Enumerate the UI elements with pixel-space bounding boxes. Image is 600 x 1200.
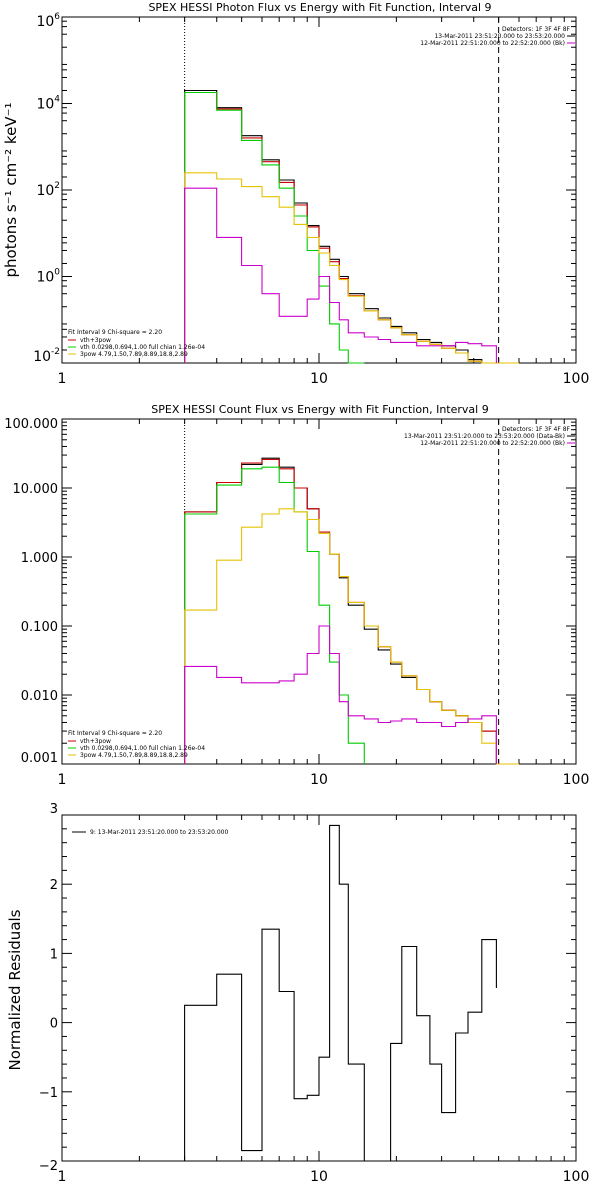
count-flux-series-vth-3pow [184,458,497,764]
residuals-y-tick-label: 2 [50,878,58,893]
residuals-x-tick-label: 1 [58,1169,67,1185]
count-flux-series-3pow [184,508,519,765]
photon-flux-legend-3pow: 3pow 4.79,1.50,7.89,8.89,18.8,2.89 [80,351,188,358]
count-flux-fit-info: Fit Interval 9 Chi-square = 2.20 [68,730,162,737]
residuals-y-axis-label: Normalized Residuals [6,909,24,1070]
photon-flux-x-tick-label: 1 [58,371,67,387]
count-flux-legend-vth3pow: vth+3pow [80,738,111,745]
photon-flux-x-tick-label: 10 [310,371,328,387]
count-flux-series-data [184,457,497,764]
photon-flux-panel: SPEX HESSI Photon Flux vs Energy with Fi… [2,1,589,387]
photon-flux-legend-line: Detectors: 1F 3F 4F 8F [502,26,571,33]
photon-flux-legend-vth3pow: vth+3pow [80,337,111,344]
count-flux-legend-3pow: 3pow 4.79,1.50,7.89,8.89,18.8,2.89 [80,752,188,759]
photon-flux-y-tick-label: 10-2 [33,347,60,365]
count-flux-legend-vth: vth 0.0298,0.694,1.00 full chian 1.26e-0… [80,745,205,752]
photon-flux-series-background [184,187,497,363]
residuals-y-tick-label: 3 [50,802,58,817]
residuals-y-tick-label: 1 [50,947,58,962]
count-flux-legend-top: Detectors: 1F 3F 4F 8F 13-Mar-2011 23:51… [404,426,575,447]
count-flux-series-background [184,625,497,764]
residuals-x-tick-label: 10 [310,1169,328,1185]
photon-flux-series-vth [184,91,365,364]
residuals-legend: 9: 13-Mar-2011 23:51:20.000 to 23:53:20.… [72,829,228,836]
residuals-y-tick-label: 0 [50,1017,58,1032]
count-flux-y-tick-label: 0.010 [21,689,58,704]
count-flux-legend-bottom: Fit Interval 9 Chi-square = 2.20 vth+3po… [68,730,205,759]
residuals-x-tick-label: 100 [563,1169,590,1185]
residuals-y-tick-label: −1 [39,1086,58,1101]
photon-flux-title: SPEX HESSI Photon Flux vs Energy with Fi… [148,1,491,14]
count-flux-title: SPEX HESSI Count Flux vs Energy with Fit… [151,403,488,416]
residuals-y-tick-label: −2 [39,1159,58,1174]
count-flux-x-tick-label: 10 [310,772,328,788]
residuals-plot-frame [61,814,577,1162]
photon-flux-legend-line: 12-Mar-2011 22:51:20.000 to 22:52:20.000… [420,40,565,47]
count-flux-x-tick-label: 1 [58,772,67,788]
photon-flux-series-3pow [184,172,519,364]
count-flux-legend-line: 13-Mar-2011 23:51:20.000 to 23:53:20.000… [404,433,565,440]
photon-flux-y-axis-label: photons s⁻¹ cm⁻² keV⁻¹ [2,103,20,278]
count-flux-panel: SPEX HESSI Count Flux vs Energy with Fit… [4,403,589,788]
count-flux-y-tick-label: 10.000 [13,482,59,497]
photon-flux-x-tick-label: 100 [563,371,590,387]
photon-flux-series-data [184,89,497,364]
count-flux-y-tick-label: 1.000 [21,551,58,566]
count-flux-legend-line: 12-Mar-2011 22:51:20.000 to 22:52:20.000… [420,440,565,447]
count-flux-y-tick-label: 0.100 [21,620,58,635]
photon-flux-y-tick-label: 106 [36,12,60,30]
photon-flux-legend-bottom: Fit Interval 9 Chi-square = 2.20 vth+3po… [68,329,205,358]
count-flux-legend-line: Detectors: 1F 3F 4F 8F [502,426,571,433]
photon-flux-legend-top: Detectors: 1F 3F 4F 8F 13-Mar-2011 23:51… [420,26,575,47]
photon-flux-series-vth-3pow [184,91,497,364]
photon-flux-y-tick-label: 102 [36,181,60,199]
residuals-legend-label: 9: 13-Mar-2011 23:51:20.000 to 23:53:20.… [90,829,228,836]
photon-flux-legend-line: 13-Mar-2011 23:51:20.000 to 23:53:20.000 [434,33,565,40]
photon-flux-y-tick-label: 100 [36,268,60,286]
residuals-series-9-13-mar-2011-23-51-20-000-to-23-53-20-000 [184,824,497,1162]
photon-flux-y-tick-label: 104 [36,95,60,113]
count-flux-y-tick-label: 100.000 [4,417,58,432]
count-flux-y-tick-label: 0.001 [21,751,58,766]
photon-flux-legend-vth: vth 0.0298,0.694,1.00 full chian 1.26e-0… [80,344,205,351]
photon-flux-fit-info: Fit Interval 9 Chi-square = 2.20 [68,329,162,336]
count-flux-x-tick-label: 100 [563,772,590,788]
